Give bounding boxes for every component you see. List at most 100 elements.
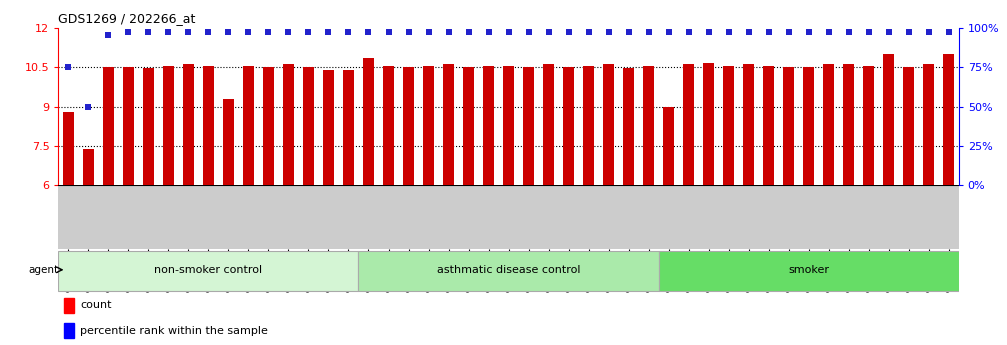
Text: percentile rank within the sample: percentile rank within the sample bbox=[81, 326, 268, 336]
Point bbox=[580, 30, 596, 35]
Point bbox=[221, 30, 237, 35]
Point bbox=[721, 30, 737, 35]
Point bbox=[340, 30, 356, 35]
Bar bbox=[423, 66, 434, 186]
Bar bbox=[623, 68, 634, 186]
FancyBboxPatch shape bbox=[358, 251, 659, 290]
Point bbox=[941, 30, 957, 35]
Bar bbox=[683, 65, 694, 186]
Point bbox=[701, 30, 717, 35]
Bar bbox=[903, 67, 914, 186]
Point bbox=[920, 30, 937, 35]
Bar bbox=[723, 66, 734, 186]
Text: agent: agent bbox=[28, 265, 58, 275]
Bar bbox=[303, 67, 314, 186]
Bar bbox=[483, 66, 494, 186]
Bar bbox=[863, 66, 874, 186]
Bar bbox=[323, 70, 334, 186]
Bar bbox=[64, 298, 75, 313]
Text: GDS1269 / 202266_at: GDS1269 / 202266_at bbox=[58, 12, 195, 25]
Point bbox=[620, 30, 636, 35]
Bar bbox=[243, 66, 254, 186]
Text: asthmatic disease control: asthmatic disease control bbox=[437, 265, 580, 275]
Point bbox=[900, 30, 916, 35]
Point bbox=[880, 30, 896, 35]
Bar bbox=[103, 67, 114, 186]
Bar bbox=[343, 70, 354, 186]
Point bbox=[801, 30, 817, 35]
Point bbox=[841, 30, 857, 35]
Point bbox=[261, 30, 277, 35]
Bar bbox=[64, 323, 75, 338]
Bar bbox=[804, 67, 814, 186]
Point bbox=[760, 30, 776, 35]
Bar bbox=[883, 54, 894, 186]
Bar bbox=[62, 112, 74, 186]
Bar bbox=[123, 67, 134, 186]
Bar bbox=[363, 58, 374, 186]
Point bbox=[200, 30, 217, 35]
Bar bbox=[783, 67, 795, 186]
Point bbox=[861, 30, 877, 35]
Point bbox=[401, 30, 417, 35]
Text: count: count bbox=[81, 300, 112, 310]
Bar bbox=[923, 65, 934, 186]
Point bbox=[561, 30, 577, 35]
Point bbox=[300, 30, 316, 35]
Bar bbox=[843, 65, 854, 186]
Point bbox=[140, 30, 156, 35]
Point bbox=[320, 30, 336, 35]
Bar bbox=[403, 67, 414, 186]
Text: non-smoker control: non-smoker control bbox=[154, 265, 263, 275]
Point bbox=[440, 30, 456, 35]
Point bbox=[101, 33, 117, 38]
Bar bbox=[944, 54, 955, 186]
Point bbox=[241, 30, 257, 35]
Point bbox=[361, 30, 377, 35]
Bar bbox=[703, 63, 714, 186]
Point bbox=[81, 104, 97, 109]
Point bbox=[661, 30, 677, 35]
Point bbox=[821, 30, 837, 35]
FancyBboxPatch shape bbox=[659, 251, 959, 290]
Bar bbox=[563, 67, 574, 186]
Bar bbox=[203, 66, 213, 186]
Point bbox=[381, 30, 397, 35]
Point bbox=[600, 30, 616, 35]
Bar bbox=[183, 65, 194, 186]
Bar bbox=[443, 65, 454, 186]
Bar bbox=[263, 67, 274, 186]
Point bbox=[480, 30, 496, 35]
Bar bbox=[663, 107, 674, 186]
FancyBboxPatch shape bbox=[58, 251, 358, 290]
Point bbox=[500, 30, 517, 35]
Bar bbox=[763, 66, 774, 186]
Bar bbox=[523, 67, 534, 186]
Bar bbox=[383, 66, 394, 186]
Point bbox=[740, 30, 756, 35]
Point bbox=[640, 30, 657, 35]
Point bbox=[160, 30, 176, 35]
Point bbox=[521, 30, 537, 35]
Bar bbox=[504, 66, 514, 186]
Point bbox=[421, 30, 437, 35]
Bar bbox=[83, 149, 94, 186]
Bar bbox=[643, 66, 655, 186]
Bar bbox=[743, 65, 754, 186]
Bar bbox=[603, 65, 614, 186]
Point bbox=[280, 30, 296, 35]
Point bbox=[121, 30, 137, 35]
Bar bbox=[823, 65, 834, 186]
Point bbox=[180, 30, 196, 35]
Point bbox=[780, 30, 797, 35]
Text: smoker: smoker bbox=[788, 265, 829, 275]
Point bbox=[60, 64, 77, 70]
Point bbox=[541, 30, 557, 35]
Bar bbox=[143, 68, 154, 186]
Bar bbox=[583, 66, 594, 186]
Point bbox=[460, 30, 476, 35]
Bar bbox=[223, 99, 234, 186]
Bar bbox=[163, 66, 174, 186]
Bar bbox=[283, 65, 294, 186]
Bar bbox=[463, 67, 474, 186]
